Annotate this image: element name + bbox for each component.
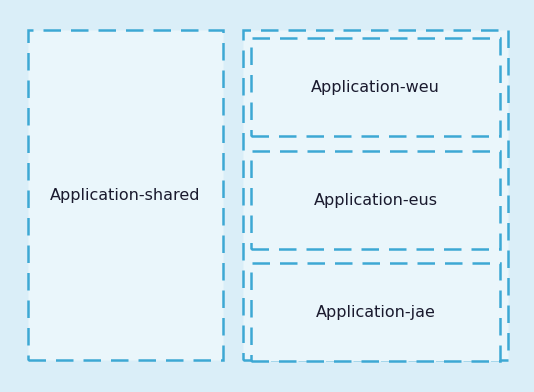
Text: Application-weu: Application-weu [311, 80, 440, 94]
FancyBboxPatch shape [251, 38, 500, 136]
Text: Application-eus: Application-eus [313, 192, 437, 207]
FancyBboxPatch shape [251, 263, 500, 361]
FancyBboxPatch shape [243, 30, 508, 360]
Text: Application-jae: Application-jae [316, 305, 435, 319]
FancyBboxPatch shape [251, 151, 500, 249]
FancyBboxPatch shape [28, 30, 223, 360]
Text: Application-shared: Application-shared [50, 187, 201, 203]
